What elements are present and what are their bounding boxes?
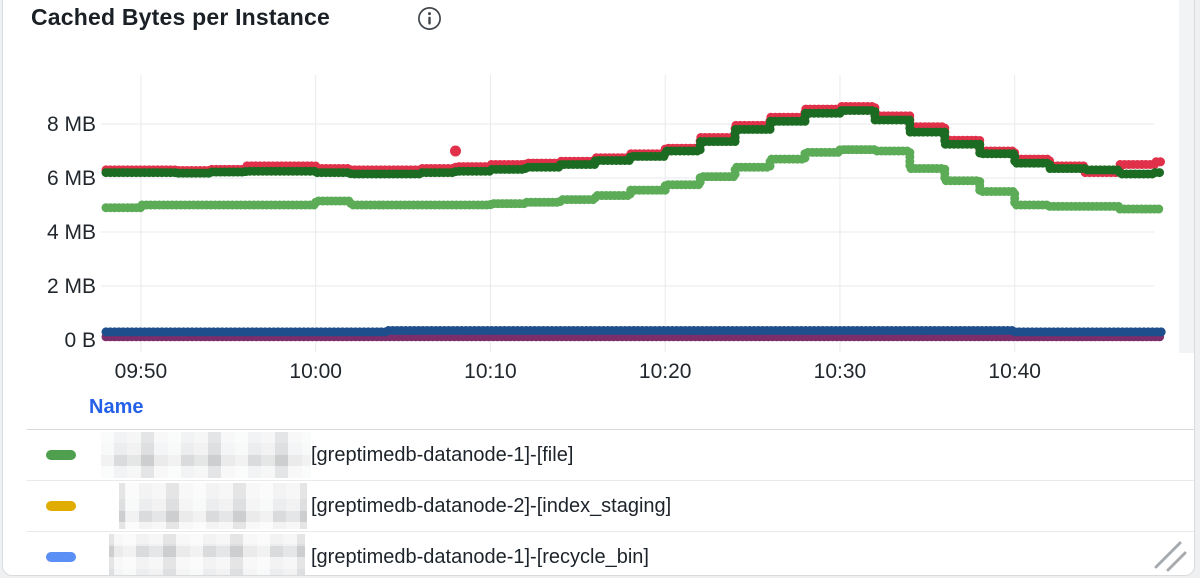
series-color-swatch xyxy=(46,501,76,511)
legend-row[interactable]: [greptimedb-datanode-1]-[file] xyxy=(3,430,1194,480)
svg-text:10:10: 10:10 xyxy=(464,360,517,383)
redacted-text-block xyxy=(109,534,305,575)
panel-resize-handle[interactable] xyxy=(1152,540,1188,572)
series-dark-green xyxy=(101,106,1167,179)
legend-row[interactable]: [greptimedb-datanode-2]-[index_staging] xyxy=(3,481,1194,531)
svg-text:6 MB: 6 MB xyxy=(47,167,96,190)
redacted-text-block xyxy=(119,483,307,529)
redacted-text-block xyxy=(101,432,311,478)
svg-text:8 MB: 8 MB xyxy=(47,113,96,136)
series-label: [greptimedb-datanode-2]-[index_staging] xyxy=(311,495,672,517)
series-label: [greptimedb-datanode-1]-[file] xyxy=(311,444,574,466)
legend-row[interactable]: [greptimedb-datanode-1]-[recycle_bin] xyxy=(3,532,1194,575)
legend-table: Name [greptimedb-datanode-1]-[file] [grep… xyxy=(3,390,1194,575)
series-red xyxy=(101,101,1167,178)
grid-lines xyxy=(101,75,1154,352)
svg-text:10:00: 10:00 xyxy=(289,360,342,383)
info-icon[interactable] xyxy=(417,6,442,31)
legend-sort-name[interactable]: Name xyxy=(89,396,144,418)
panel-header: Cached Bytes per Instance xyxy=(3,0,1194,46)
series-label: [greptimedb-datanode-1]-[recycle_bin] xyxy=(311,546,649,568)
svg-text:2 MB: 2 MB xyxy=(47,275,96,298)
svg-text:10:30: 10:30 xyxy=(814,360,867,383)
series-color-swatch xyxy=(46,552,76,562)
svg-text:10:20: 10:20 xyxy=(639,360,692,383)
svg-text:10:40: 10:40 xyxy=(988,360,1041,383)
y-axis-labels: 8 MB 6 MB 4 MB 2 MB 0 B xyxy=(47,113,96,352)
divider xyxy=(27,429,1194,430)
series-navy xyxy=(101,326,1167,337)
series-color-swatch xyxy=(46,450,76,460)
divider xyxy=(27,531,1194,532)
chart-right-gutter xyxy=(1179,0,1194,353)
outlier-point xyxy=(450,145,461,157)
divider xyxy=(27,480,1194,481)
svg-text:09:50: 09:50 xyxy=(115,360,168,383)
svg-text:0 B: 0 B xyxy=(64,329,96,352)
timeseries-chart[interactable]: 8 MB 6 MB 4 MB 2 MB 0 B 09:50 10:00 10:10 10:20 1… xyxy=(3,0,1194,392)
series-light-green xyxy=(101,145,1167,214)
legend-table-header: Name xyxy=(3,390,1194,429)
svg-text:4 MB: 4 MB xyxy=(47,221,96,244)
panel-title: Cached Bytes per Instance xyxy=(31,4,331,30)
x-axis-labels: 09:50 10:00 10:10 10:20 10:30 10:40 xyxy=(115,360,1041,383)
